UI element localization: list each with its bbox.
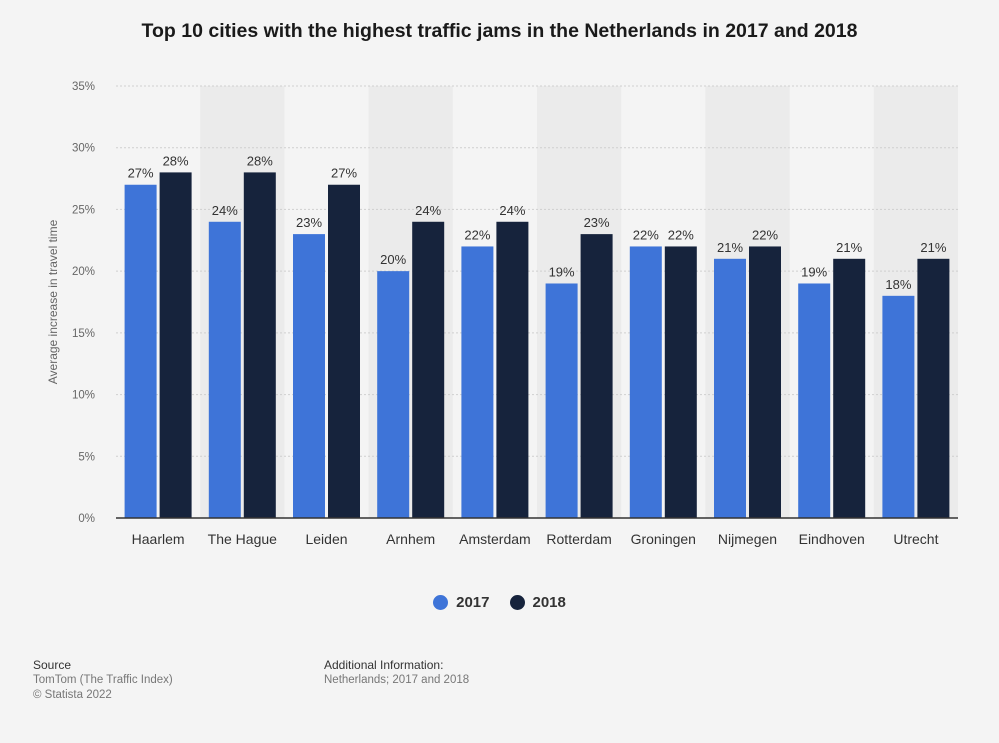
y-tick-label: 10% <box>72 390 95 402</box>
legend-label-2018: 2018 <box>532 594 566 611</box>
bar-2017 <box>377 271 410 518</box>
data-label-2017: 23% <box>296 215 322 230</box>
bar-2018 <box>243 172 276 518</box>
bar-2017 <box>293 234 325 518</box>
bar-2017 <box>714 258 746 518</box>
copyright-text: © Statista 2022 <box>33 689 112 701</box>
bar-2018 <box>328 184 360 518</box>
source-heading: Source <box>33 658 72 672</box>
bar-2017 <box>629 246 662 518</box>
data-label-2017: 22% <box>633 227 659 242</box>
data-label-2018: 28% <box>247 153 273 168</box>
legend-label-2017: 2017 <box>456 594 490 611</box>
y-tick-label: 30% <box>72 143 95 155</box>
data-label-2018: 22% <box>668 227 694 242</box>
data-label-2018: 27% <box>331 166 357 181</box>
x-tick-label: Groningen <box>631 531 696 547</box>
info-text: Netherlands; 2017 and 2018 <box>324 674 470 686</box>
x-tick-label: Arnhem <box>386 531 435 547</box>
bar-2018 <box>664 246 697 518</box>
data-label-2018: 22% <box>752 227 778 242</box>
data-label-2017: 19% <box>549 264 575 279</box>
data-label-2017: 18% <box>885 277 911 292</box>
data-label-2017: 21% <box>717 240 743 255</box>
bar-2017 <box>461 246 494 518</box>
bar-2018 <box>833 258 866 518</box>
x-tick-label: Eindhoven <box>799 531 865 547</box>
data-label-2018: 23% <box>584 215 610 230</box>
data-label-2018: 21% <box>920 240 946 255</box>
data-label-2018: 21% <box>836 240 862 255</box>
bar-2017 <box>882 295 915 518</box>
bar-2018 <box>412 221 445 518</box>
y-tick-label: 0% <box>78 513 95 525</box>
data-label-2018: 24% <box>415 203 441 218</box>
data-label-2018: 24% <box>499 203 525 218</box>
legend-swatch-2017 <box>433 595 449 610</box>
bar-2018 <box>159 172 192 518</box>
info-heading: Additional Information: <box>324 658 444 672</box>
bar-2018 <box>917 258 950 518</box>
y-tick-label: 20% <box>72 266 95 278</box>
y-tick-label: 25% <box>72 204 95 216</box>
bar-2017 <box>798 283 831 518</box>
bar-2017 <box>124 184 157 518</box>
bar-2018 <box>496 221 529 518</box>
x-tick-label: Haarlem <box>132 531 185 547</box>
data-label-2017: 24% <box>212 203 238 218</box>
bar-2018 <box>749 246 781 518</box>
x-tick-label: Nijmegen <box>718 531 777 547</box>
legend-item-2017[interactable]: 2017 <box>433 594 490 611</box>
bar-2017 <box>545 283 578 518</box>
x-tick-label: The Hague <box>208 531 277 547</box>
source-block: Source TomTom (The Traffic Index) © Stat… <box>33 658 173 703</box>
chart-legend: 2017 2018 <box>0 594 999 611</box>
bar-chart: 0% 5% 10% 15% 20% 25% 30% 35% Average increase i… <box>46 81 958 547</box>
y-tick-label: 15% <box>72 328 95 340</box>
data-label-2017: 19% <box>801 264 827 279</box>
y-tick-label: 35% <box>72 81 95 93</box>
x-tick-label: Amsterdam <box>459 531 531 547</box>
x-tick-label: Utrecht <box>893 531 938 547</box>
data-label-2017: 20% <box>380 252 406 267</box>
legend-item-2018[interactable]: 2018 <box>509 594 566 611</box>
data-label-2018: 28% <box>163 153 189 168</box>
x-tick-label: Rotterdam <box>546 531 611 547</box>
y-tick-label: 5% <box>78 451 95 463</box>
data-label-2017: 22% <box>464 227 490 242</box>
data-label-2017: 27% <box>128 166 154 181</box>
x-tick-label: Leiden <box>305 531 347 547</box>
y-axis-title: Average increase in travel time <box>46 219 60 384</box>
additional-info-block: Additional Information: Netherlands; 201… <box>324 658 469 688</box>
chart-title: Top 10 cities with the highest traffic j… <box>141 20 858 42</box>
bar-2017 <box>208 221 241 518</box>
source-link[interactable]: TomTom (The Traffic Index) <box>33 674 173 686</box>
legend-swatch-2018 <box>509 595 525 610</box>
bar-2018 <box>580 234 613 518</box>
